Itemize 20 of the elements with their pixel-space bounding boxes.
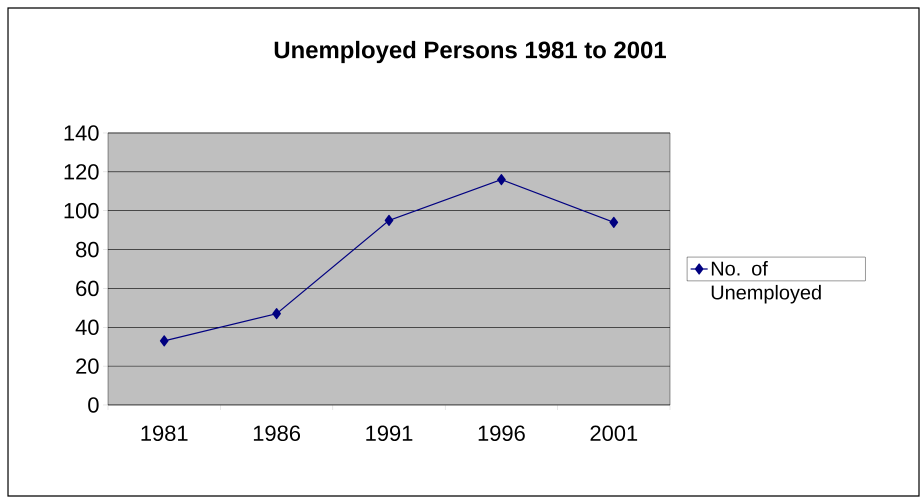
point [272, 308, 281, 320]
x-tick-label: 2001 [590, 425, 638, 442]
y-tick-label: 120 [64, 164, 99, 180]
point [384, 214, 394, 226]
y-tick-label: 0 [88, 397, 99, 413]
point [609, 216, 618, 228]
chart-title: Unemployed Persons 1981 to 2001 [274, 40, 666, 64]
y-tick-label: 20 [76, 358, 99, 374]
y-tick-label: 140 [64, 125, 99, 141]
legend-label: No. of Unemployed [712, 261, 821, 304]
x-tick-label: 1981 [142, 425, 188, 442]
y-tick-label: 40 [76, 320, 99, 336]
x-tick-label: 1986 [254, 425, 300, 442]
y-tick-label: 60 [76, 280, 99, 296]
point [160, 335, 169, 346]
point [497, 174, 506, 186]
y-tick-label: 80 [76, 242, 99, 258]
y-tick-label: 100 [64, 202, 99, 218]
x-tick-label: 1996 [478, 425, 525, 442]
x-tick-label: 1991 [366, 425, 412, 442]
